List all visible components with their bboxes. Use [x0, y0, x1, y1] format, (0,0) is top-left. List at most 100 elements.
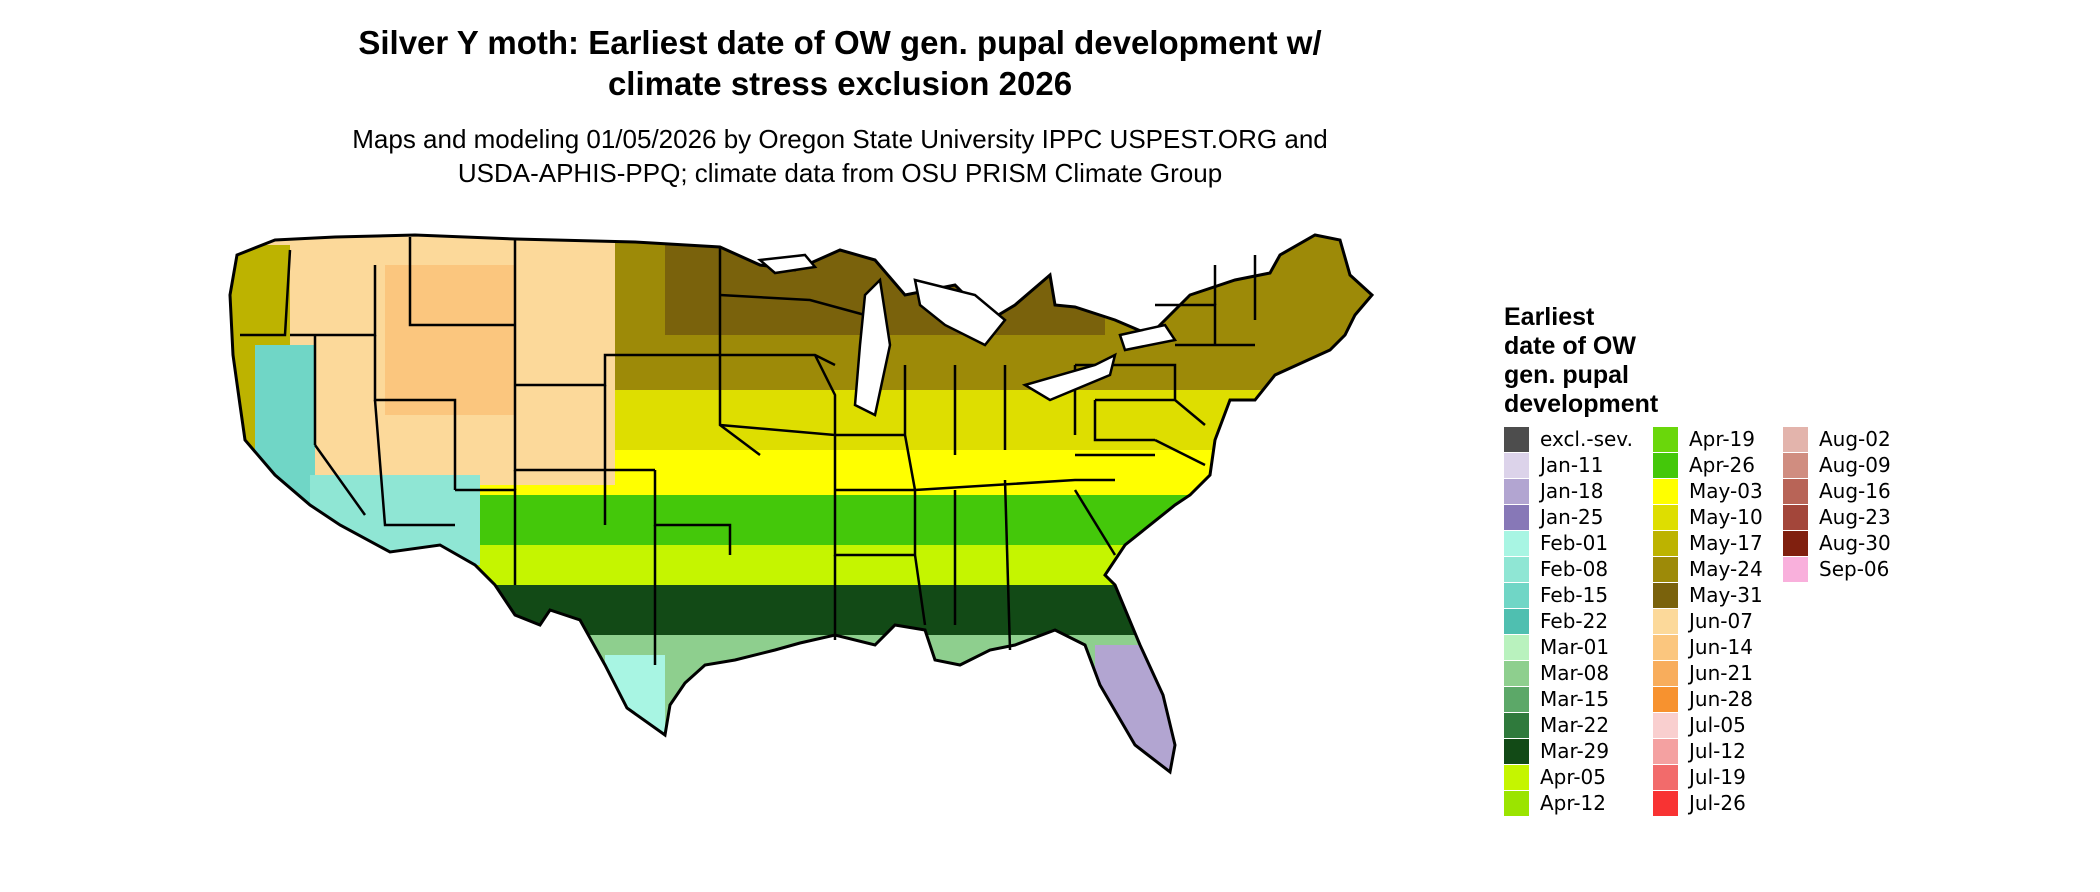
legend-column-1: excl.-sev. Jan-11 Jan-18 Jan-25 Feb-01 Feb-08…	[1504, 426, 1633, 816]
legend-swatch	[1504, 686, 1529, 712]
legend-swatch	[1653, 478, 1678, 504]
legend-label: Mar-08	[1540, 661, 1610, 685]
legend-entry: May-03	[1653, 478, 1763, 504]
legend-title-line: date of OW	[1504, 332, 1636, 360]
legend-entry: Jun-07	[1653, 608, 1763, 634]
legend-swatch	[1504, 504, 1529, 530]
legend-swatch	[1653, 556, 1678, 582]
legend-entry: Apr-05	[1504, 764, 1633, 790]
legend-entry: Aug-09	[1783, 452, 1891, 478]
zone-feb-01	[605, 655, 665, 735]
legend-label: Apr-19	[1689, 427, 1755, 451]
legend-entry: May-17	[1653, 530, 1763, 556]
legend-swatch	[1504, 478, 1529, 504]
legend-entry: Jun-21	[1653, 660, 1763, 686]
legend-entry: Jul-05	[1653, 712, 1763, 738]
map-subtitle: Maps and modeling 01/05/2026 by Oregon S…	[250, 122, 1430, 190]
legend-entry: Jun-28	[1653, 686, 1763, 712]
legend-entry: Jan-25	[1504, 504, 1633, 530]
legend-label: Apr-26	[1689, 453, 1755, 477]
legend-swatch	[1783, 530, 1808, 556]
legend-swatch	[1504, 634, 1529, 660]
legend-swatch	[1653, 452, 1678, 478]
legend-swatch	[1653, 426, 1678, 452]
legend-swatch	[1653, 764, 1678, 790]
legend-label: Feb-01	[1540, 531, 1609, 555]
legend-label: May-17	[1689, 531, 1763, 555]
legend-entry: Jul-19	[1653, 764, 1763, 790]
legend-entry: Mar-08	[1504, 660, 1633, 686]
legend-column-2: Apr-19 Apr-26 May-03 May-10 May-17 May-24 May-…	[1653, 426, 1763, 816]
state-borders	[240, 237, 1257, 665]
legend-swatch	[1653, 504, 1678, 530]
legend-swatch	[1504, 452, 1529, 478]
legend-label: Jan-25	[1540, 505, 1604, 529]
legend-label: Jul-26	[1689, 791, 1746, 815]
legend-swatch	[1783, 426, 1808, 452]
legend-label: May-24	[1689, 557, 1763, 581]
map-title-line-1: Silver Y moth: Earliest date of OW gen. …	[358, 24, 1322, 61]
legend-title-line: gen. pupal	[1504, 361, 1629, 389]
legend-label: May-10	[1689, 505, 1763, 529]
legend-label: Aug-23	[1819, 505, 1891, 529]
legend-entry: Feb-01	[1504, 530, 1633, 556]
legend-label: Jul-19	[1689, 765, 1746, 789]
legend-swatch	[1653, 530, 1678, 556]
legend-label: Jun-21	[1689, 661, 1753, 685]
legend-title: Earliest date of OW gen. pupal developme…	[1504, 303, 1658, 419]
legend-label: Mar-01	[1540, 635, 1610, 659]
legend-entry: Aug-02	[1783, 426, 1891, 452]
legend-label: Jul-05	[1689, 713, 1746, 737]
legend-entry: Aug-30	[1783, 530, 1891, 556]
legend-swatch	[1653, 790, 1678, 816]
legend-swatch	[1504, 712, 1529, 738]
legend-entry: Jun-14	[1653, 634, 1763, 660]
legend-entry: excl.-sev.	[1504, 426, 1633, 452]
legend-label: Jan-18	[1540, 479, 1604, 503]
legend-swatch	[1504, 556, 1529, 582]
legend-label: Feb-08	[1540, 557, 1609, 581]
zone-jun-14	[385, 265, 515, 415]
legend-swatch	[1653, 608, 1678, 634]
legend-label: Jun-07	[1689, 609, 1753, 633]
legend-label: Aug-02	[1819, 427, 1891, 451]
legend-swatch	[1783, 556, 1808, 582]
legend-label: Sep-06	[1819, 557, 1890, 581]
legend-label: Apr-05	[1540, 765, 1606, 789]
map-title-line-2: climate stress exclusion 2026	[607, 65, 1073, 102]
legend-entry: Jan-11	[1504, 452, 1633, 478]
legend-entry: May-24	[1653, 556, 1763, 582]
legend-label: Mar-22	[1540, 713, 1610, 737]
legend-swatch	[1504, 790, 1529, 816]
legend-label: Apr-12	[1540, 791, 1606, 815]
legend-swatch	[1653, 634, 1678, 660]
legend-label: Aug-30	[1819, 531, 1891, 555]
legend-swatch	[1653, 738, 1678, 764]
zone-mar-29	[230, 585, 1372, 635]
legend-label: Jan-11	[1540, 453, 1604, 477]
legend-swatch	[1653, 712, 1678, 738]
legend-entry: Jan-18	[1504, 478, 1633, 504]
legend-entry: May-10	[1653, 504, 1763, 530]
legend-entry: Mar-22	[1504, 712, 1633, 738]
legend-label: May-03	[1689, 479, 1763, 503]
legend-entry: Feb-15	[1504, 582, 1633, 608]
great-lakes	[757, 253, 1178, 417]
legend-entry: Jul-26	[1653, 790, 1763, 816]
legend-label: Jul-12	[1689, 739, 1746, 763]
zone-feb-15	[255, 345, 315, 505]
us-map	[228, 233, 1374, 774]
legend-label: Jun-28	[1689, 687, 1753, 711]
legend-swatch	[1783, 478, 1808, 504]
legend-swatch	[1504, 530, 1529, 556]
legend-swatch	[1653, 660, 1678, 686]
legend-entry: Mar-15	[1504, 686, 1633, 712]
legend-swatch	[1504, 426, 1529, 452]
legend-label: Feb-15	[1540, 583, 1609, 607]
legend-entry: Mar-01	[1504, 634, 1633, 660]
legend-label: Feb-22	[1540, 609, 1609, 633]
legend-entry: Aug-23	[1783, 504, 1891, 530]
legend-swatch	[1783, 504, 1808, 530]
legend-label: Aug-16	[1819, 479, 1891, 503]
map-title: Silver Y moth: Earliest date of OW gen. …	[250, 22, 1430, 104]
